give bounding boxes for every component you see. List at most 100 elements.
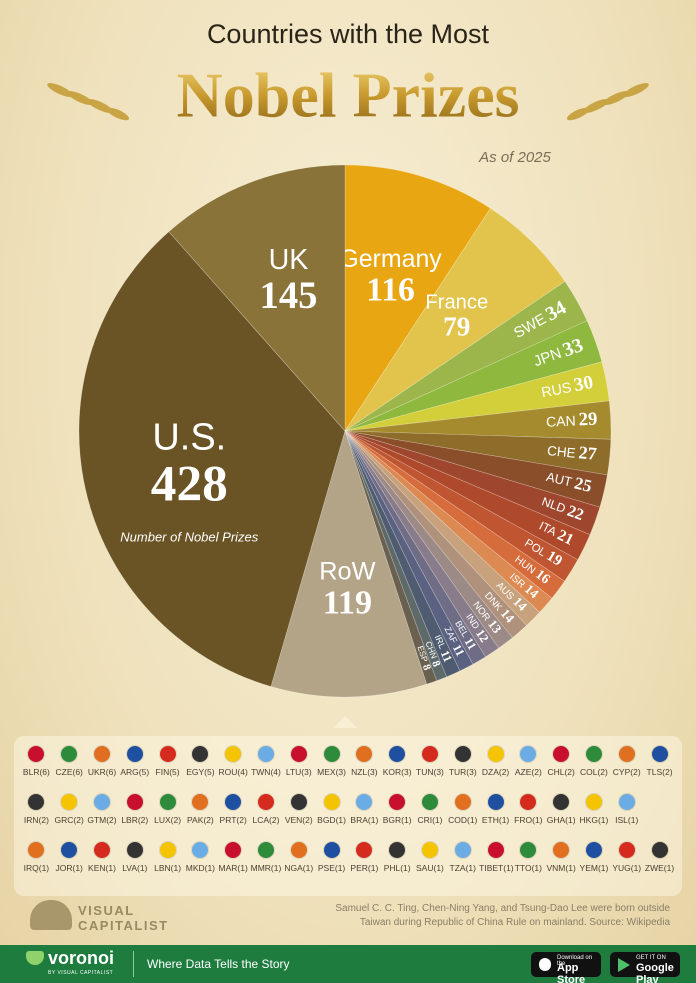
slice-value: 116 (366, 272, 415, 309)
country-label: HKG(1) (579, 815, 609, 825)
country-label: ETH(1) (481, 815, 510, 825)
country-flag (323, 842, 340, 858)
slice-name: RUS (540, 380, 573, 401)
country-label: GRC(2) (54, 815, 84, 825)
country-flag (454, 746, 471, 762)
pie-slice (344, 361, 610, 432)
country-label: PSE(1) (317, 863, 346, 873)
country-item: UKR(6) (86, 746, 119, 777)
country-flag (192, 746, 209, 762)
slice-name: France (425, 291, 488, 313)
slice-value: 25 (573, 474, 594, 496)
country-flag (389, 842, 406, 858)
country-label: MAR(1) (218, 863, 248, 873)
country-item: DZA(2) (479, 746, 512, 777)
subtitle: As of 2025 (478, 149, 551, 166)
pie-slice (344, 430, 553, 613)
country-flag (28, 746, 45, 762)
country-label: EGY(5) (186, 767, 215, 777)
country-flag (356, 746, 373, 762)
country-label: CYP(2) (612, 767, 641, 777)
country-item: TUN(3) (414, 746, 447, 777)
country-flag (585, 842, 602, 858)
slice-value: 29 (578, 409, 598, 431)
country-label: NGA(1) (284, 863, 314, 873)
slice-value: 27 (578, 442, 598, 464)
country-item: ZWE(1) (643, 842, 676, 873)
country-flag (651, 746, 668, 762)
country-item: MMR(1) (250, 842, 283, 873)
country-row: BLR(6) CZE(6) UKR(6) ARG(5) FIN(5) EGY(5) ROU(… (20, 746, 676, 777)
country-item: CZE(6) (53, 746, 86, 777)
country-label: LVA(1) (122, 863, 148, 873)
country-item: PHL(1) (381, 842, 414, 873)
slice-value: 8 (420, 663, 433, 673)
country-label: PAK(2) (186, 815, 214, 825)
bar-brand-sub: BY VISUAL CAPITALIST (48, 970, 114, 976)
slice-value: 79 (443, 311, 470, 341)
country-row: IRQ(1) JOR(1) KEN(1) LVA(1) LBN(1) MKD(1) MAR(… (20, 842, 676, 873)
country-flag (520, 746, 537, 762)
annotation: Number of Nobel Prizes (120, 530, 258, 545)
pie-slice (344, 430, 541, 626)
app-store-label: App Store (557, 962, 586, 983)
country-label: FRO(1) (514, 815, 543, 825)
chart: Countries with the Most Nobel Prizes As … (47, 19, 649, 728)
country-item: GTM(2) (86, 794, 119, 825)
country-item: GHA(1) (545, 794, 578, 825)
country-flag (323, 794, 340, 810)
google-play-button[interactable]: GET IT ON Google Play (610, 952, 680, 983)
pie-slice (344, 430, 565, 599)
country-label: MKD(1) (185, 863, 216, 873)
country-label: CZE(6) (55, 767, 83, 777)
bar-brand: voronoi (48, 948, 114, 968)
country-label: LTU(3) (285, 767, 312, 777)
divider (133, 951, 134, 977)
country-flag (159, 794, 176, 810)
country-item: TUR(3) (446, 746, 479, 777)
country-label: PHL(1) (383, 863, 411, 873)
country-label: TZA(1) (449, 863, 476, 873)
country-flag (356, 794, 373, 810)
country-flag (290, 794, 307, 810)
pie-slice (344, 430, 474, 672)
country-flag (28, 842, 45, 858)
logo (30, 900, 72, 930)
country-item: IRN(2) (20, 794, 53, 825)
country-flag (225, 794, 242, 810)
app-store-button[interactable]: Download on the App Store (531, 952, 601, 983)
country-item: BRA(1) (348, 794, 381, 825)
country-item: CYP(2) (610, 746, 643, 777)
country-item: YEM(1) (578, 842, 611, 873)
country-flag (585, 746, 602, 762)
country-label: JOR(1) (55, 863, 83, 873)
country-label: IRQ(1) (23, 863, 50, 873)
pie-slice (344, 430, 500, 658)
country-flag (356, 842, 373, 858)
country-label: LBR(2) (121, 815, 149, 825)
country-item: YUG(1) (610, 842, 643, 873)
slice-name: UK (269, 244, 309, 276)
pie-slice (344, 430, 513, 649)
country-label: FIN(5) (155, 767, 180, 777)
country-flag (454, 794, 471, 810)
country-flag (159, 746, 176, 762)
slice-label: ITA21 (536, 517, 576, 548)
country-flag (225, 842, 242, 858)
slice-label: CAN 29 (546, 409, 598, 432)
country-flag (553, 794, 570, 810)
country-flag (126, 746, 143, 762)
pie-slice (344, 430, 601, 536)
footer-bar: voronoi BY VISUAL CAPITALIST Where Data … (0, 945, 696, 983)
panel-pointer (333, 716, 357, 728)
slice-value: 19 (543, 548, 564, 570)
pie-slice (344, 430, 527, 639)
country-item: PAK(2) (184, 794, 217, 825)
country-flag (389, 794, 406, 810)
pie-slice (344, 164, 491, 433)
country-flag (225, 746, 242, 762)
country-flag (290, 842, 307, 858)
country-flag (257, 746, 274, 762)
country-item: TIBET(1) (479, 842, 514, 873)
laurel-left (47, 83, 130, 121)
